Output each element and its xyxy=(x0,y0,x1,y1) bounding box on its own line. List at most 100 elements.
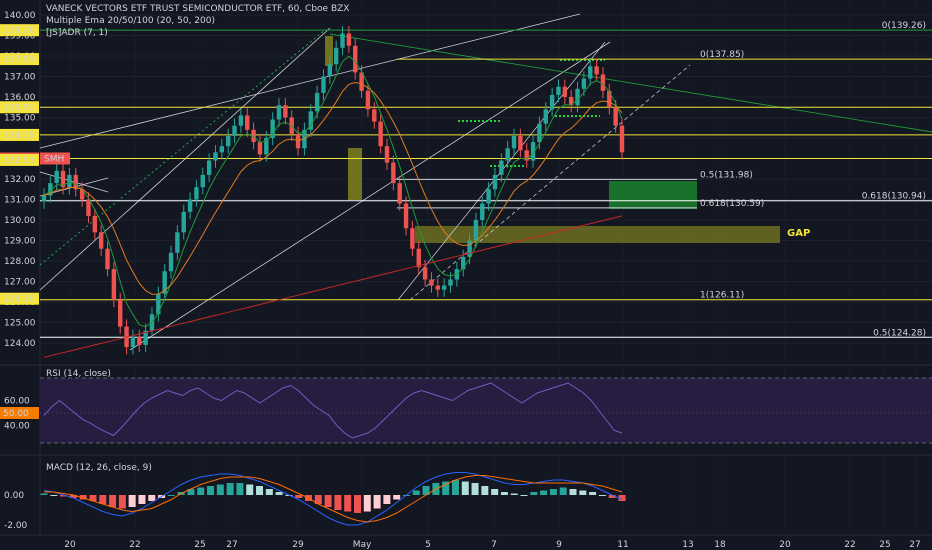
macd-histogram-bar xyxy=(314,495,322,504)
price-tick-label: 124.00 xyxy=(4,339,36,349)
candle-body xyxy=(111,269,117,300)
macd-histogram-bar xyxy=(89,495,97,501)
candle-body xyxy=(143,330,148,346)
macd-histogram-bar xyxy=(226,483,234,495)
candle-body xyxy=(410,228,415,249)
macd-histogram-bar xyxy=(167,495,175,496)
macd-histogram-bar xyxy=(412,490,420,495)
candle-body xyxy=(549,94,555,110)
candle-body xyxy=(359,72,364,91)
candle-body xyxy=(92,215,98,233)
macd-signal-line xyxy=(44,475,623,523)
candle-body xyxy=(251,129,256,143)
candle-body xyxy=(283,105,288,118)
macd-histogram-bar xyxy=(500,492,508,495)
level-label: 0.5(124.28) xyxy=(873,328,926,338)
rsi-tag: 50.00 xyxy=(3,409,29,419)
candle-body xyxy=(511,135,517,149)
macd-histogram-bar xyxy=(579,490,587,495)
macd-histogram-bar xyxy=(236,483,244,495)
level-label: 0(139.26) xyxy=(882,21,926,31)
candle-body xyxy=(441,285,447,290)
price-tick-label: 137.00 xyxy=(4,73,36,83)
candle-body xyxy=(327,64,333,77)
time-tick-label: 18 xyxy=(714,540,726,550)
candle-body xyxy=(257,142,263,155)
candle-body xyxy=(264,138,269,155)
candle-body xyxy=(384,146,390,163)
macd-histogram-bar xyxy=(589,492,597,495)
macd-histogram-bar xyxy=(363,495,371,512)
candle-body xyxy=(480,203,485,220)
rsi-band xyxy=(40,378,932,443)
price-tick-label: 132.00 xyxy=(4,175,36,185)
candle-body xyxy=(613,107,618,126)
macd-histogram-bar xyxy=(451,480,459,495)
macd-histogram-bar xyxy=(530,492,538,495)
symbol-tag: SMH xyxy=(44,155,64,165)
candle-body xyxy=(206,160,212,175)
candle-body xyxy=(276,105,282,120)
macd-histogram-bar xyxy=(569,489,577,495)
macd-histogram-bar xyxy=(344,495,352,512)
macd-histogram-bar xyxy=(197,487,205,495)
candle-body xyxy=(245,115,250,130)
price-tick-label: 131.00 xyxy=(4,196,36,206)
candle-body xyxy=(492,174,498,190)
price-tag: 134.15 xyxy=(3,131,35,141)
price-tick-label: 128.00 xyxy=(4,257,36,267)
macd-histogram-bar xyxy=(334,495,342,510)
time-tick-label: 27 xyxy=(226,540,237,550)
macd-tick-label: 0.00 xyxy=(4,491,24,501)
candle-body xyxy=(98,232,104,249)
candle-body xyxy=(518,135,523,151)
candle-body xyxy=(270,119,275,138)
levels: 0(139.26) 0(137.85) 0.5(131.98) 0.618(130.9… xyxy=(40,21,932,338)
candle-body xyxy=(619,125,625,153)
macd-histogram-bar xyxy=(324,495,332,507)
candle-body xyxy=(524,150,529,161)
macd-histogram-bar xyxy=(138,495,146,504)
symbol-tag-bg xyxy=(40,152,70,165)
candle-body xyxy=(162,271,167,294)
macd-histogram-bar xyxy=(246,484,254,495)
macd-line xyxy=(43,472,623,526)
dotted-trend xyxy=(39,29,326,266)
macd-histogram-bar xyxy=(109,495,117,507)
candle-body xyxy=(486,189,491,204)
macd-histogram-bar xyxy=(549,489,557,495)
price-tick-label: 125.00 xyxy=(4,319,36,329)
macd-histogram-bar xyxy=(99,495,107,504)
time-tick-label: 20 xyxy=(64,540,76,550)
time-tick-label: 25 xyxy=(879,540,890,550)
price-tick-label: 140.00 xyxy=(4,11,36,21)
macd-pane: 0.00 -2.00 xyxy=(4,472,626,531)
price-tag: 135.50 xyxy=(3,103,35,113)
candle-body xyxy=(225,135,231,147)
candle-body xyxy=(607,90,612,108)
price-tag: 139.26 xyxy=(3,26,35,36)
price-tick-label: 136.00 xyxy=(4,93,36,103)
macd-histogram-bar xyxy=(50,495,58,496)
gap-label: GAP xyxy=(787,228,810,239)
highlight-zone-1 xyxy=(348,148,362,200)
candle-body xyxy=(105,248,110,270)
candle-body xyxy=(295,133,301,149)
candle-body xyxy=(594,66,599,75)
price-tag-bg xyxy=(0,153,39,166)
price-tick-label: 130.00 xyxy=(4,216,36,226)
candle-body xyxy=(467,240,472,257)
macd-histogram-bar xyxy=(442,481,450,495)
macd-histogram-bar xyxy=(40,493,48,495)
macd-histogram-bar xyxy=(69,495,77,498)
candles xyxy=(41,26,625,355)
candle-body xyxy=(530,142,536,161)
time-tick-label: May xyxy=(353,540,372,550)
rising-channel-dashed xyxy=(409,64,691,301)
gap-zone xyxy=(415,226,780,243)
target-zone-green xyxy=(609,181,697,209)
macd-histogram-bar xyxy=(540,490,548,495)
macd-histogram-bar xyxy=(510,493,518,495)
